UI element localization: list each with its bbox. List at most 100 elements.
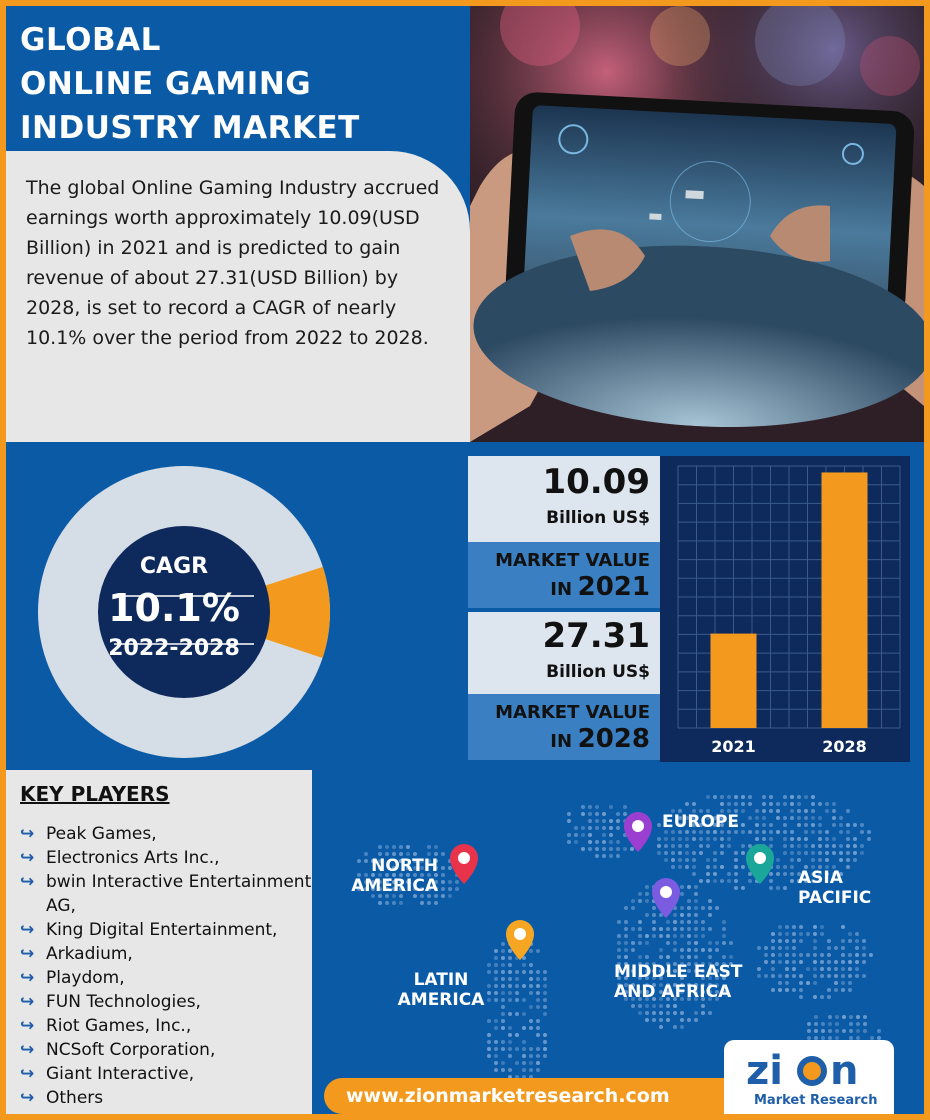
- region-label-line: AMERICA: [397, 990, 485, 1010]
- key-players-panel: KEY PLAYERS ↪ Peak Games, ↪ Electronics Art…: [6, 770, 312, 1114]
- market-value-label: MARKET VALUE: [495, 550, 650, 571]
- footer-url-bar: www.zionmarketresearch.com: [324, 1078, 744, 1114]
- arrow-icon: ↪: [20, 872, 35, 892]
- region-label-line: PACIFIC: [798, 888, 872, 908]
- pin-asia-pacific-icon: [746, 844, 774, 884]
- region-europe: EUROPE: [662, 812, 739, 832]
- market-value-year: 2028: [577, 724, 650, 754]
- market-values-panel: 10.09 Billion US$ MARKET VALUE IN 2021 2…: [468, 456, 660, 762]
- pin-mea-icon: [652, 878, 680, 918]
- market-value-unit: Billion US$: [546, 508, 650, 528]
- description-box: The global Online Gaming Industry accrue…: [6, 151, 470, 442]
- x-tick-label: 2021: [711, 737, 756, 756]
- key-player-name: Peak Games,: [46, 824, 157, 844]
- key-player-item: ↪ Others: [20, 1086, 312, 1110]
- key-player-name: King Digital Entertainment,: [46, 920, 278, 940]
- region-label-line: MIDDLE EAST: [614, 962, 743, 982]
- key-player-name: Giant Interactive,: [46, 1064, 195, 1084]
- region-label-line: AND AFRICA: [614, 982, 732, 1002]
- market-value-year-line: IN 2028: [550, 724, 650, 754]
- zion-logo-mark: zi n Market Research: [746, 1048, 878, 1108]
- region-label-line: NORTH: [371, 856, 438, 876]
- key-players-title: KEY PLAYERS: [20, 782, 170, 806]
- chart-x-labels: 2021 2028: [711, 737, 867, 756]
- key-player-name: Riot Games, Inc.,: [46, 1016, 192, 1036]
- arrow-icon: ↪: [20, 920, 35, 940]
- market-value-in: IN: [550, 731, 573, 752]
- chart-background: [660, 456, 910, 762]
- page-title: GLOBAL ONLINE GAMING INDUSTRY MARKET: [20, 18, 460, 150]
- arrow-icon: ↪: [20, 824, 35, 844]
- region-label-line: ASIA: [798, 868, 843, 888]
- pin-latin-america-icon: [506, 920, 534, 960]
- key-player-item: ↪ Playdom,: [20, 966, 312, 990]
- market-value-2021-label-box: MARKET VALUE IN 2021: [468, 542, 660, 608]
- key-player-name: NCSoft Corporation,: [46, 1040, 216, 1060]
- key-player-item: ↪ Arkadium,: [20, 942, 312, 966]
- market-value-year: 2021: [577, 572, 650, 602]
- arrow-icon: ↪: [20, 1040, 35, 1060]
- key-player-name: FUN Technologies,: [46, 992, 201, 1012]
- arrow-icon: ↪: [20, 848, 35, 868]
- key-player-item: ↪ Peak Games,: [20, 822, 312, 846]
- region-mea: MIDDLE EAST AND AFRICA: [614, 962, 742, 1002]
- key-player-item: ↪ Giant Interactive,: [20, 1062, 312, 1086]
- regional-map: NORTH AMERICA EUROPE ASIA PACIFIC LATIN …: [312, 770, 924, 1114]
- header-panel: GLOBAL ONLINE GAMING INDUSTRY MARKET The…: [6, 6, 476, 442]
- key-player-name: bwin Interactive Entertainment AG,: [46, 872, 312, 916]
- key-player-item: ↪ Riot Games, Inc.,: [20, 1014, 312, 1038]
- key-player-item: ↪ King Digital Entertainment,: [20, 918, 312, 942]
- cagr-panel: CAGR 10.1% 2022-2028: [6, 442, 466, 770]
- arrow-icon: ↪: [20, 1064, 35, 1084]
- key-player-name: Playdom,: [46, 968, 125, 988]
- arrow-icon: ↪: [20, 1016, 35, 1036]
- key-player-name: Electronics Arts Inc.,: [46, 848, 220, 868]
- key-player-item: ↪ FUN Technologies,: [20, 990, 312, 1014]
- region-label-line: EUROPE: [662, 812, 740, 832]
- market-value-2021-box: 10.09 Billion US$: [468, 456, 660, 542]
- title-line: GLOBAL: [20, 22, 161, 58]
- key-player-name: Others: [46, 1088, 104, 1108]
- cagr-period: 2022-2028: [108, 636, 240, 661]
- bar-2028: [821, 472, 868, 728]
- world-dot-map: [357, 795, 881, 1086]
- region-latin-america: LATIN AMERICA: [392, 970, 490, 1010]
- region-label-line: LATIN: [413, 970, 469, 990]
- title-line: ONLINE GAMING: [20, 66, 312, 102]
- pin-north-america-icon: [450, 844, 478, 884]
- logo-subtitle: Market Research: [754, 1093, 878, 1108]
- chart-bars: [710, 472, 868, 728]
- website-link[interactable]: www.zionmarketresearch.com: [346, 1085, 670, 1107]
- hero-photo: [470, 6, 924, 442]
- donut-center: [98, 526, 270, 698]
- arrow-icon: ↪: [20, 1088, 35, 1108]
- market-value-label: MARKET VALUE: [495, 702, 650, 723]
- bar-2021: [710, 633, 757, 728]
- market-value-2028-box: 27.31 Billion US$: [468, 612, 660, 694]
- cagr-label: CAGR: [139, 554, 209, 579]
- region-asia-pacific: ASIA PACIFIC: [798, 868, 871, 908]
- market-value-number: 27.31: [542, 616, 650, 656]
- market-value-in: IN: [550, 579, 573, 600]
- key-player-item: ↪ Electronics Arts Inc.,: [20, 846, 312, 870]
- title-line: INDUSTRY MARKET: [20, 110, 360, 146]
- infographic-body: GLOBAL ONLINE GAMING INDUSTRY MARKET The…: [6, 6, 924, 1114]
- market-stats-section: CAGR 10.1% 2022-2028 10.09 Billion US$ M…: [6, 442, 924, 770]
- x-tick-label: 2028: [822, 737, 867, 756]
- market-value-year-line: IN 2021: [550, 572, 650, 602]
- arrow-icon: ↪: [20, 968, 35, 988]
- pin-europe-icon: [624, 812, 652, 852]
- market-value-unit: Billion US$: [546, 662, 650, 682]
- arrow-icon: ↪: [20, 992, 35, 1012]
- logo-word: zi: [746, 1048, 783, 1094]
- region-label-line: AMERICA: [351, 876, 438, 896]
- market-value-2028-label-box: MARKET VALUE IN 2028: [468, 694, 660, 760]
- phone-gaming-illustration: [470, 6, 924, 442]
- arrow-icon: ↪: [20, 944, 35, 964]
- market-value-number: 10.09: [542, 462, 650, 502]
- key-player-name: Arkadium,: [46, 944, 133, 964]
- market-bar-chart: 2021 2028: [660, 456, 910, 762]
- key-player-item: ↪ bwin Interactive Entertainment AG,: [20, 870, 312, 918]
- cagr-donut: [38, 466, 330, 758]
